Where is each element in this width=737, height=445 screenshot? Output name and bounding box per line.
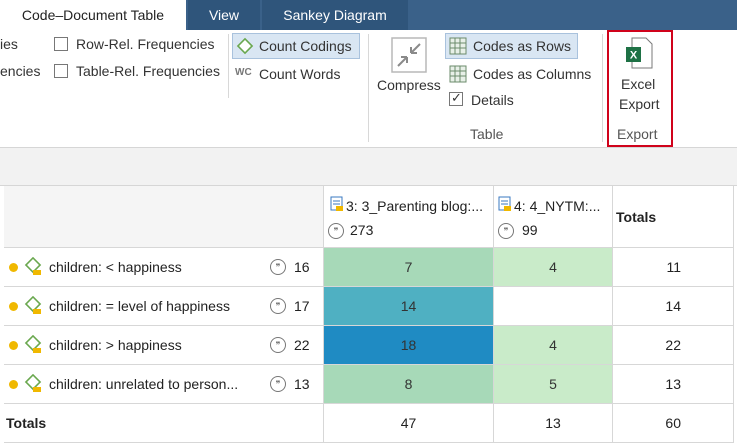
row-code-label: children: unrelated to person... — [49, 376, 239, 392]
column-header-doc-4-label: 4: 4_NYTM:... — [514, 198, 601, 214]
count-codings-button[interactable] — [232, 33, 360, 59]
details-checkbox[interactable] — [449, 90, 463, 106]
row-code-label: children: < happiness — [49, 259, 182, 275]
svg-text:X: X — [630, 50, 638, 62]
table-columns-icon — [449, 65, 467, 83]
code-diamond-icon — [24, 257, 42, 275]
tab-sankey-diagram[interactable]: Sankey Diagram — [262, 0, 408, 30]
code-color-dot — [9, 302, 18, 311]
row-total-cell: 22 — [613, 326, 734, 365]
frequency-option-partial-2[interactable]: encies — [0, 63, 41, 79]
table-value-cell[interactable]: 18 — [324, 326, 494, 365]
row-code-count: 16 — [294, 259, 310, 275]
table-rel-frequencies-checkbox[interactable] — [54, 64, 68, 78]
row-total-cell: 11 — [613, 248, 734, 287]
code-diamond-icon — [236, 37, 254, 55]
row-code-label: children: = level of happiness — [49, 298, 230, 314]
compress-icon[interactable] — [390, 36, 428, 74]
row-code-label: children: > happiness — [49, 337, 182, 353]
codes-as-rows-button[interactable] — [445, 33, 578, 59]
column-header-totals: Totals — [613, 186, 734, 248]
codes-as-rows-label[interactable]: Codes as Rows — [473, 38, 572, 54]
code-color-dot — [9, 380, 18, 389]
column-total-cell: 13 — [494, 404, 613, 443]
table-rows-icon — [449, 37, 467, 55]
frequency-option-partial-1[interactable]: ies — [0, 36, 18, 52]
row-header-code[interactable]: children: < happiness ❞ 16 — [4, 248, 324, 287]
tab-code-document-table[interactable]: Code–Document Table — [0, 0, 186, 30]
count-words-label[interactable]: Count Words — [259, 66, 341, 82]
word-count-icon: WC — [235, 67, 252, 78]
memo-quote-icon: ❞ — [270, 259, 286, 275]
row-header-code[interactable]: children: = level of happiness ❞ 17 — [4, 287, 324, 326]
excel-export-highlight — [607, 30, 673, 147]
row-header-code[interactable]: children: > happiness ❞ 22 — [4, 326, 324, 365]
count-codings-label[interactable]: Count Codings — [259, 38, 352, 54]
codes-as-columns-label[interactable]: Codes as Columns — [473, 66, 592, 82]
table-value-cell[interactable]: 4 — [494, 326, 613, 365]
memo-quote-icon: ❞ — [270, 337, 286, 353]
row-rel-frequencies-checkbox[interactable] — [54, 37, 68, 51]
code-color-dot — [9, 341, 18, 350]
column-header-doc-4-count: 99 — [522, 222, 538, 238]
memo-quote-icon: ❞ — [270, 376, 286, 392]
row-total-cell: 14 — [613, 287, 734, 326]
table-group-label: Table — [470, 126, 504, 142]
table-value-cell[interactable]: 7 — [324, 248, 494, 287]
export-group-label: Export — [617, 126, 658, 142]
memo-quote-icon: ❞ — [328, 223, 344, 239]
tab-view[interactable]: View — [188, 0, 260, 30]
totals-row-label: Totals — [4, 404, 324, 443]
code-diamond-icon — [24, 296, 42, 314]
details-label[interactable]: Details — [471, 92, 514, 108]
column-header-doc-3[interactable]: 3: 3_Parenting blog:... ❞ 273 — [324, 186, 494, 248]
memo-quote-icon: ❞ — [270, 298, 286, 314]
excel-export-label-line1[interactable]: Excel — [621, 76, 656, 92]
excel-export-label-line2[interactable]: Export — [619, 96, 660, 112]
table-value-cell[interactable]: 5 — [494, 365, 613, 404]
ribbon-separator — [368, 34, 369, 142]
row-code-count: 17 — [294, 298, 310, 314]
header-corner-cell — [4, 186, 324, 248]
column-total-cell: 47 — [324, 404, 494, 443]
column-header-doc-4[interactable]: 4: 4_NYTM:... ❞ 99 — [494, 186, 613, 248]
code-color-dot — [9, 263, 18, 272]
row-header-code[interactable]: children: unrelated to person... ❞ 13 — [4, 365, 324, 404]
compress-label[interactable]: Compress — [377, 77, 441, 93]
table-value-cell[interactable]: 14 — [324, 287, 494, 326]
row-rel-frequencies-label[interactable]: Row-Rel. Frequencies — [76, 36, 215, 52]
toolbar-band — [0, 148, 737, 186]
table-value-cell[interactable]: 8 — [324, 365, 494, 404]
table-value-cell[interactable]: 4 — [494, 248, 613, 287]
memo-quote-icon: ❞ — [498, 223, 514, 239]
code-document-table: 3: 3_Parenting blog:... ❞ 273 4: 4_NYTM:… — [0, 186, 737, 445]
grand-total-cell: 60 — [613, 404, 734, 443]
column-header-doc-3-label: 3: 3_Parenting blog:... — [346, 198, 483, 214]
table-value-cell[interactable] — [494, 287, 613, 326]
document-icon — [498, 196, 511, 211]
row-code-count: 22 — [294, 337, 310, 353]
ribbon-separator — [228, 34, 229, 98]
table-rel-frequencies-label[interactable]: Table-Rel. Frequencies — [76, 63, 220, 79]
row-code-count: 13 — [294, 376, 310, 392]
code-diamond-icon — [24, 335, 42, 353]
row-total-cell: 13 — [613, 365, 734, 404]
ribbon-panel: ies encies Row-Rel. Frequencies Table-Re… — [0, 30, 737, 148]
ribbon-tab-bar: Code–Document Table View Sankey Diagram — [0, 0, 737, 30]
code-diamond-icon — [24, 374, 42, 392]
ribbon-separator — [602, 34, 603, 142]
column-header-doc-3-count: 273 — [350, 222, 374, 238]
document-icon — [330, 196, 343, 211]
excel-file-icon[interactable]: X — [624, 36, 654, 70]
